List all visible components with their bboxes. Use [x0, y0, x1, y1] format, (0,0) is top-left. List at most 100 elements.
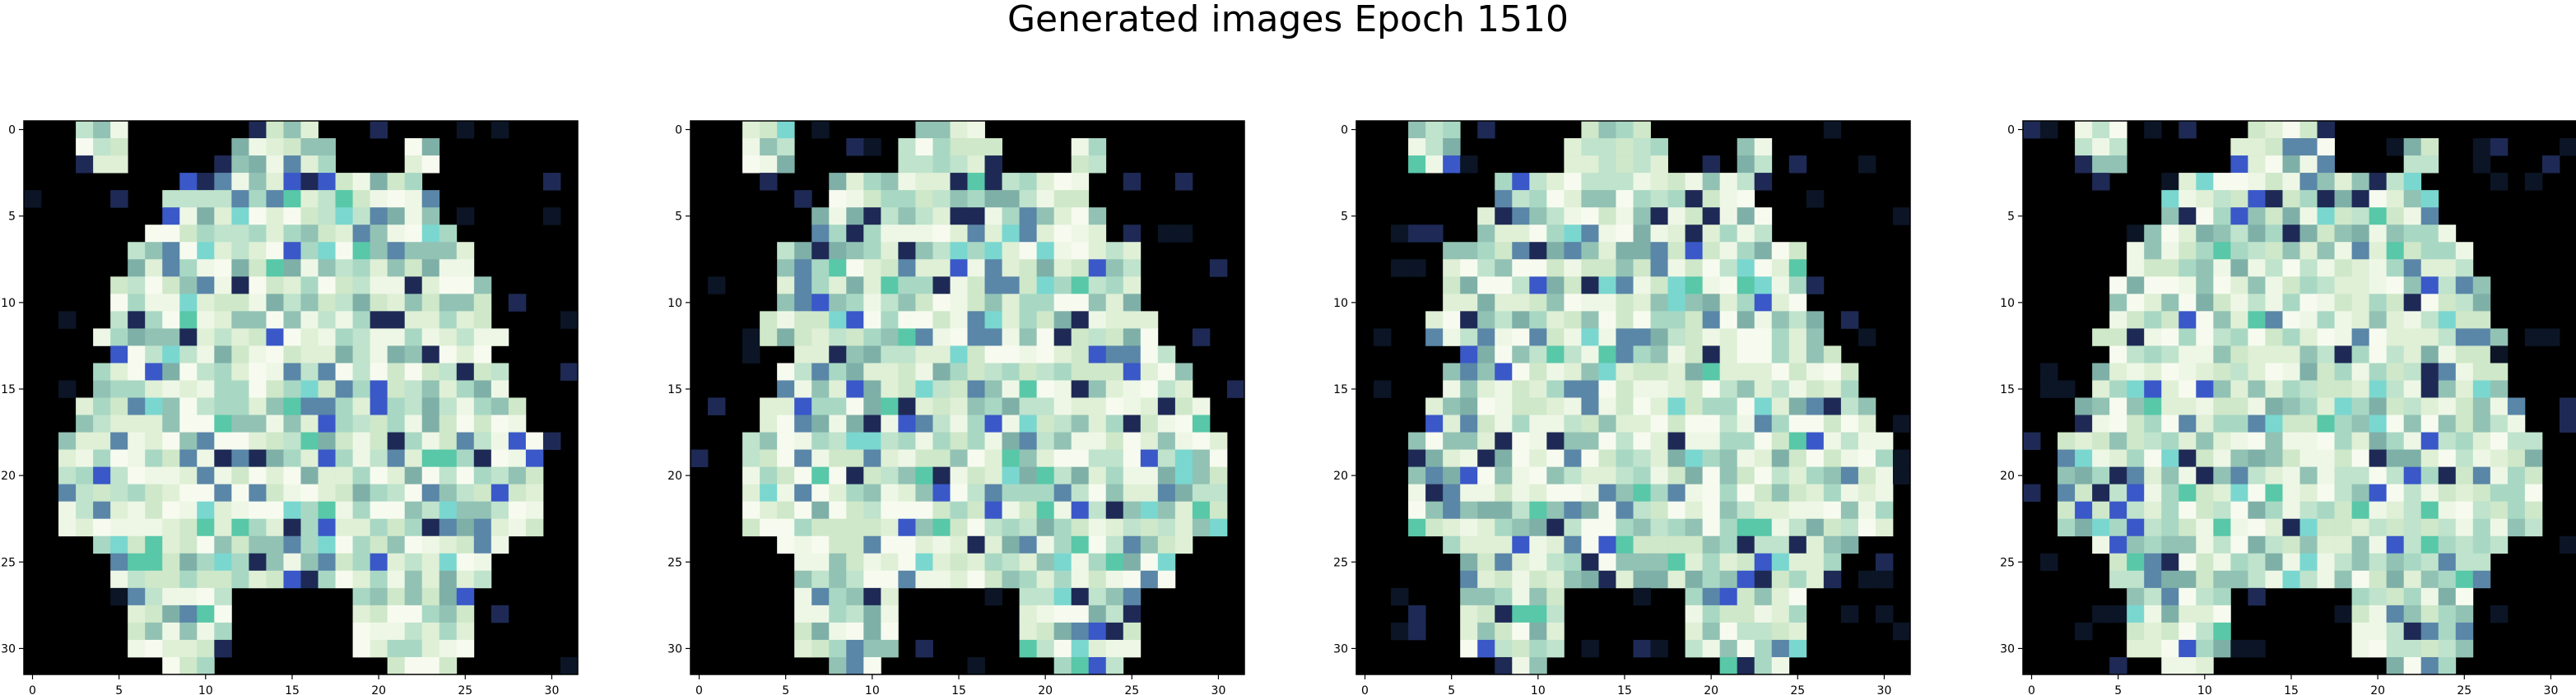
- pixel-cell: [509, 398, 526, 415]
- pixel-cell: [1616, 519, 1633, 536]
- pixel-cell: [1037, 311, 1054, 328]
- pixel-cell: [932, 311, 950, 328]
- pixel-cell: [1089, 605, 1106, 623]
- pixel-cell: [128, 484, 145, 502]
- pixel-cell: [2439, 242, 2456, 259]
- pixel-cell: [93, 502, 110, 519]
- pixel-cell: [1737, 225, 1755, 242]
- pixel-cell: [863, 484, 881, 502]
- pixel-cell: [1037, 640, 1054, 657]
- pixel-cell: [319, 433, 336, 450]
- pixel-cell: [1720, 605, 1737, 623]
- pixel-cell: [1020, 225, 1037, 242]
- pixel-cell: [1686, 345, 1703, 363]
- pixel-cell: [422, 294, 439, 311]
- pixel-cell: [863, 657, 881, 674]
- pixel-cell: [1123, 311, 1141, 328]
- x-tick-label: 10: [1531, 684, 1546, 695]
- pixel-cell: [319, 155, 336, 173]
- pixel-cell: [777, 484, 794, 502]
- pixel-cell: [319, 242, 336, 259]
- pixel-cell: [1106, 242, 1123, 259]
- pixel-cell: [2369, 328, 2387, 345]
- pixel-cell: [2439, 623, 2456, 640]
- pixel-cell: [301, 328, 319, 345]
- pixel-cell: [2404, 155, 2421, 173]
- pixel-cell: [1598, 242, 1616, 259]
- pixel-cell: [93, 450, 110, 467]
- pixel-cell: [1634, 380, 1651, 397]
- pixel-cell: [2230, 640, 2248, 657]
- pixel-cell: [2352, 415, 2369, 433]
- pixel-cell: [370, 554, 388, 571]
- pixel-cell: [968, 554, 985, 571]
- pixel-cell: [1703, 242, 1720, 259]
- pixel-cell: [2144, 242, 2161, 259]
- pixel-cell: [128, 398, 145, 415]
- pixel-cell: [1443, 328, 1460, 345]
- pixel-cell: [1106, 640, 1123, 657]
- pixel-cell: [2213, 294, 2230, 311]
- pixel-cell: [1072, 398, 1089, 415]
- pixel-cell: [1072, 328, 1089, 345]
- pixel-cell: [405, 242, 422, 259]
- pixel-cell: [336, 467, 353, 484]
- pixel-cell: [846, 554, 863, 571]
- pixel-cell: [915, 242, 932, 259]
- pixel-cell: [2265, 502, 2282, 519]
- pixel-cell: [319, 415, 336, 433]
- pixel-cell: [197, 536, 214, 554]
- pixel-cell: [829, 363, 846, 380]
- pixel-cell: [829, 398, 846, 415]
- pixel-cell: [846, 519, 863, 536]
- pixel-cell: [1634, 588, 1651, 605]
- pixel-cell: [2196, 345, 2213, 363]
- pixel-cell: [1755, 328, 1772, 345]
- pixel-cell: [2144, 554, 2161, 571]
- pixel-cell: [388, 190, 405, 207]
- pixel-cell: [58, 450, 76, 467]
- pixel-cell: [1460, 433, 1477, 450]
- pixel-cell: [76, 450, 93, 467]
- pixel-cell: [1037, 380, 1054, 397]
- pixel-cell: [2421, 450, 2439, 467]
- pixel-cell: [811, 259, 829, 276]
- pixel-cell: [2161, 554, 2178, 571]
- pixel-cell: [1425, 502, 1443, 519]
- pixel-cell: [145, 311, 162, 328]
- pixel-cell: [1054, 623, 1072, 640]
- pixel-cell: [1737, 640, 1755, 657]
- pixel-cell: [301, 484, 319, 502]
- pixel-cell: [1512, 173, 1529, 190]
- pixel-cell: [266, 345, 283, 363]
- pixel-cell: [1546, 640, 1564, 657]
- pixel-cell: [2178, 536, 2196, 554]
- pixel-cell: [2178, 225, 2196, 242]
- pixel-cell: [145, 294, 162, 311]
- pixel-cell: [760, 398, 777, 415]
- pixel-cell: [1546, 623, 1564, 640]
- pixel-cell: [301, 294, 319, 311]
- pixel-cell: [2456, 450, 2473, 467]
- pixel-cell: [266, 138, 283, 155]
- pixel-cell: [950, 173, 967, 190]
- pixel-cell: [214, 242, 231, 259]
- pixel-cell: [1634, 328, 1651, 345]
- pixel-cell: [932, 536, 950, 554]
- pixel-cell: [1529, 484, 1546, 502]
- pixel-cell: [950, 190, 967, 207]
- pixel-cell: [846, 415, 863, 433]
- pixel-cell: [2265, 138, 2282, 155]
- pixel-cell: [1020, 502, 1037, 519]
- pixel-cell: [2144, 484, 2161, 502]
- pixel-cell: [2178, 363, 2196, 380]
- pixel-cell: [985, 536, 1002, 554]
- pixel-cell: [2213, 380, 2230, 397]
- pixel-cell: [2542, 155, 2560, 173]
- pixel-cell: [881, 536, 898, 554]
- pixel-cell: [2352, 276, 2369, 294]
- pixel-cell: [1876, 571, 1893, 588]
- pixel-cell: [1054, 345, 1072, 363]
- pixel-cell: [2560, 536, 2576, 554]
- pixel-cell: [1755, 294, 1772, 311]
